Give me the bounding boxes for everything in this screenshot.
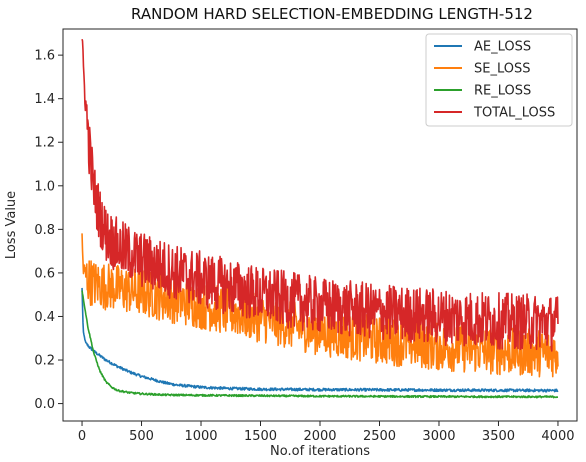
legend-label-re-loss: RE_LOSS [474, 84, 531, 99]
x-axis-ticks: 0 500 1000 1500 2000 2500 3000 3500 4000 [78, 421, 575, 444]
legend: AE_LOSS SE_LOSS RE_LOSS TOTAL_LOSS [425, 33, 573, 127]
y-axis-title: Loss Value [4, 191, 19, 259]
series-line-total-loss [81, 38, 559, 352]
y-tick-label: 1.0 [34, 179, 55, 194]
x-tick-label: 3000 [422, 429, 455, 444]
x-tick-label: 1500 [244, 429, 277, 444]
y-tick-label: 0.4 [34, 310, 55, 325]
x-tick-label: 0 [78, 429, 86, 444]
y-tick-label: 0.2 [34, 354, 55, 369]
legend-label-ae-loss: AE_LOSS [474, 40, 531, 55]
x-tick-label: 500 [129, 429, 154, 444]
x-tick-label: 3500 [482, 429, 515, 444]
x-tick-label: 1000 [184, 429, 217, 444]
chart-title: RANDOM HARD SELECTION-EMBEDDING LENGTH-5… [131, 5, 533, 23]
y-tick-label: 0.6 [34, 266, 55, 281]
x-tick-label: 4000 [541, 429, 574, 444]
x-tick-label: 2000 [303, 429, 336, 444]
x-axis-title: No.of iterations [270, 444, 370, 459]
x-tick-label: 2500 [363, 429, 396, 444]
series-line-ae-loss [81, 287, 559, 393]
legend-label-total-loss: TOTAL_LOSS [473, 106, 555, 121]
y-axis-ticks: 0.0 0.2 0.4 0.6 0.8 1.0 1.2 1.4 1.6 [34, 49, 63, 412]
y-tick-label: 1.4 [34, 92, 55, 107]
y-tick-label: 1.6 [34, 49, 55, 64]
legend-label-se-loss: SE_LOSS [474, 62, 530, 77]
series-layer [81, 38, 559, 399]
legend-box [425, 33, 573, 127]
y-tick-label: 0.0 [34, 397, 55, 412]
series-line-re-loss [81, 290, 559, 399]
y-tick-label: 1.2 [34, 136, 55, 151]
y-tick-label: 0.8 [34, 223, 55, 238]
